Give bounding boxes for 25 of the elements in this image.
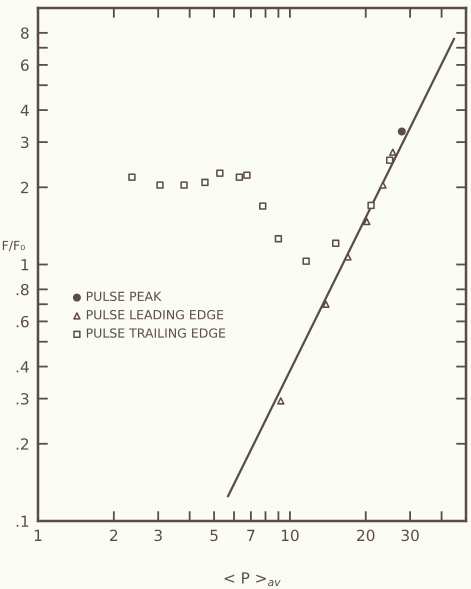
y-tick-label: 8	[20, 27, 29, 39]
x-tick-label: 5	[210, 530, 218, 542]
y-tick-label: .1	[16, 516, 28, 527]
x-tick-label: 30	[402, 530, 419, 542]
y-tick-label: .4	[16, 361, 29, 372]
legend-label: PULSE LEADING EDGE	[86, 310, 224, 320]
y-tick-label: 4	[20, 104, 29, 116]
x-tick-label: 2	[110, 530, 118, 541]
legend-label: PULSE PEAK	[86, 292, 162, 302]
y-tick-label: 1	[22, 259, 28, 270]
x-tick-label: 3	[154, 530, 162, 542]
x-axis-title: < P >$_{av}$	[224, 572, 281, 586]
x-tick-label: 1	[34, 530, 42, 541]
y-tick-label: .8	[16, 284, 29, 296]
y-tick-label: .6	[16, 316, 29, 328]
y-tick-label: 3	[21, 136, 28, 148]
y-axis-title: F/F₀	[2, 240, 25, 252]
x-tick-label: 10	[282, 530, 299, 542]
y-tick-label: .2	[16, 438, 28, 450]
legend-label: PULSE TRAILING EDGE	[86, 328, 226, 338]
y-tick-label: 2	[21, 182, 28, 194]
y-tick-label: .3	[16, 393, 28, 405]
y-tick-label: 6	[21, 59, 29, 71]
x-tick-label: 7	[247, 530, 254, 541]
x-tick-label: 20	[357, 530, 374, 542]
